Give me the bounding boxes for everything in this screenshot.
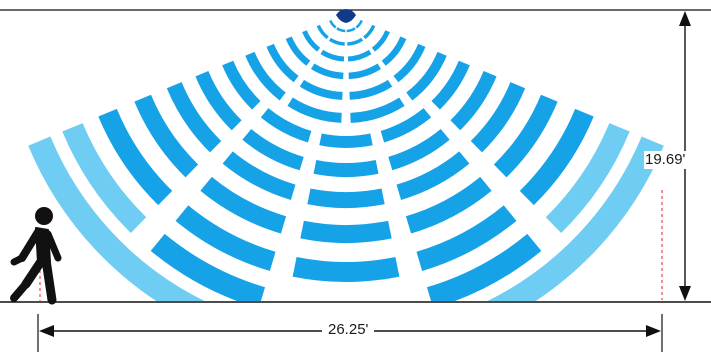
motion-sensor-icon: [336, 9, 356, 23]
coverage-wave-segment: [388, 128, 450, 171]
coverage-wave-segment: [245, 51, 286, 101]
coverage-wave-segment: [299, 79, 343, 100]
coverage-wave-segment: [260, 108, 312, 143]
coverage-wave-segment: [493, 94, 558, 178]
coverage-wave-segment: [393, 43, 426, 83]
coverage-wave-segment: [166, 82, 222, 153]
coverage-waves: [28, 19, 664, 301]
walking-person-icon: [10, 207, 62, 305]
coverage-wave-segment: [302, 30, 321, 52]
coverage-wave-segment: [519, 108, 594, 206]
coverage-wave-segment: [292, 256, 400, 282]
coverage-wave-segment: [431, 60, 470, 110]
coverage-wave-segment: [98, 108, 173, 206]
coverage-wave-segment: [406, 51, 447, 101]
coverage-wave-segment: [396, 151, 470, 200]
coverage-wave-segment: [329, 19, 337, 29]
coverage-wave-segment: [28, 136, 205, 301]
coverage-wave-segment: [470, 82, 526, 153]
coverage-wave-segment: [347, 37, 364, 46]
coverage-wave-segment: [222, 151, 296, 200]
coverage-wave-segment: [310, 63, 344, 80]
coverage-wave-segment: [313, 160, 379, 177]
coverage-wave-segment: [347, 49, 372, 62]
coverage-wave-segment: [380, 108, 432, 143]
coverage-wave-segment: [287, 97, 342, 123]
width-label: 26.25': [322, 321, 375, 339]
coverage-wave-segment: [348, 63, 382, 80]
coverage-wave-segment: [350, 97, 405, 123]
coverage-wave-segment: [450, 70, 497, 131]
coverage-wave-segment: [150, 233, 266, 301]
coverage-wave-segment: [222, 60, 261, 110]
coverage-wave-segment: [426, 233, 542, 301]
coverage-wave-segment: [363, 24, 376, 40]
coverage-wave-segment: [349, 79, 393, 100]
coverage-wave-segment: [416, 205, 517, 271]
coverage-wave-segment: [319, 133, 373, 148]
coverage-wave-segment: [175, 205, 276, 271]
coverage-wave-segment: [346, 27, 356, 33]
coverage-wave-segment: [200, 176, 287, 234]
coverage-wave-segment: [405, 176, 492, 234]
coverage-wave-segment: [371, 30, 390, 52]
coverage-wave-segment: [487, 136, 664, 301]
coverage-wave-segment: [134, 94, 199, 178]
coverage-wave-segment: [355, 19, 363, 29]
coverage-wave-segment: [307, 188, 385, 208]
coverage-wave-segment: [195, 70, 242, 131]
coverage-wave-segment: [242, 128, 304, 171]
coverage-wave-segment: [62, 122, 147, 233]
coverage-wave-segment: [381, 36, 407, 66]
coverage-wave-segment: [300, 220, 392, 244]
coverage-wave-segment: [545, 122, 630, 233]
height-label: 19.69': [644, 151, 687, 169]
coverage-wave-segment: [328, 37, 345, 46]
coverage-wave-segment: [320, 49, 345, 62]
coverage-wave-segment: [316, 24, 329, 40]
coverage-wave-segment: [285, 36, 311, 66]
coverage-wave-segment: [266, 43, 299, 83]
coverage-wave-segment: [336, 27, 346, 33]
